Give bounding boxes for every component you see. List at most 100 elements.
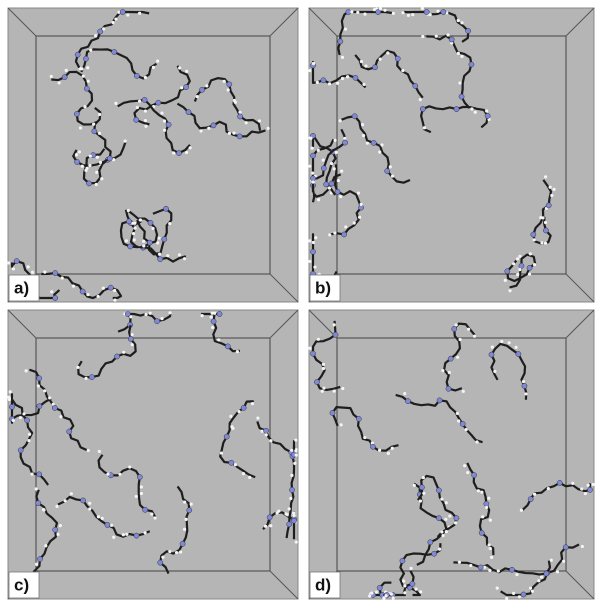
hydrogen-atom [177,253,182,257]
hydrogen-atom [362,82,366,87]
hydrogen-atom [488,568,492,573]
hydrogen-atom [44,544,48,548]
hydrogen-atom [92,122,96,126]
hydrogen-atom [207,126,211,130]
nitrogen-atom [431,550,437,557]
hydrogen-atom [6,261,11,265]
hydrogen-atom [378,7,383,11]
nitrogen-atom [478,530,485,536]
hydrogen-atom [27,438,31,443]
hydrogen-atom [50,290,54,294]
hydrogen-atom [389,592,393,596]
hydrogen-atom [157,252,162,256]
hydrogen-atom [294,453,298,457]
molecule-chain [117,312,172,333]
nitrogen-atom [183,84,189,90]
hydrogen-atom [583,491,587,496]
hydrogen-atom [71,284,76,288]
hydrogen-atom [562,559,566,563]
hydrogen-atom [26,265,30,269]
nitrogen-atom [52,526,59,533]
hydrogen-atom [340,169,344,173]
panel: c) [7,309,299,600]
hydrogen-atom [532,263,537,267]
hydrogen-atom [36,384,40,388]
hydrogen-atom [308,346,312,350]
nitrogen-atom [423,9,430,15]
box-edge [565,7,595,37]
hydrogen-atom [372,8,376,12]
hydrogen-atom [64,68,68,72]
hydrogen-atom [60,276,64,280]
hydrogen-atom [518,267,522,272]
hydrogen-atom [402,579,406,583]
hydrogen-atom [80,67,84,71]
hydrogen-atom [346,75,350,79]
nitrogen-atom [458,93,465,100]
hydrogen-atom [516,272,520,277]
nitrogen-atom [142,506,148,513]
hydrogen-atom [77,150,82,154]
hydrogen-atom [401,68,405,73]
hydrogen-atom [386,451,390,455]
molecule-chain [403,10,470,43]
nitrogen-atom [314,379,320,385]
hydrogen-atom [457,560,462,564]
hydrogen-atom [184,150,189,155]
nitrogen-atom [394,55,401,62]
hydrogen-atom [384,594,388,598]
hydrogen-atom [244,121,248,125]
nitrogen-atom [127,243,134,250]
nitrogen-atom [83,55,89,62]
hydrogen-atom [524,392,528,396]
hydrogen-atom [156,241,160,245]
hydrogen-atom [205,84,209,88]
nitrogen-atom [35,500,42,506]
hydrogen-atom [56,532,60,536]
hydrogen-atom [500,339,504,344]
hydrogen-atom [508,289,512,293]
hydrogen-atom [537,579,541,583]
hydrogen-atom [475,440,479,444]
hydrogen-atom [43,389,47,393]
hydrogen-atom [100,177,104,181]
hydrogen-atom [88,501,92,505]
nitrogen-atom [240,405,247,411]
hydrogen-atom [189,502,193,506]
nitrogen-atom [543,570,550,577]
box-edge [565,273,595,303]
hydrogen-atom [109,523,114,527]
hydrogen-atom [339,423,343,427]
hydrogen-atom [454,323,458,327]
nitrogen-atom [334,188,341,195]
hydrogen-atom [18,416,23,420]
hydrogen-atom [463,464,467,468]
hydrogen-atom [97,131,102,135]
nitrogen-atom [427,539,434,546]
hydrogen-atom [292,511,296,515]
hydrogen-atom [88,163,92,168]
hydrogen-atom [210,311,214,315]
nitrogen-atom [133,532,140,539]
hydrogen-atom [269,439,273,443]
nitrogen-atom [51,405,58,411]
nitrogen-atom [119,9,126,15]
nitrogen-atom [453,515,460,522]
nitrogen-atom [419,106,426,112]
hydrogen-atom [335,81,340,85]
hydrogen-atom [532,238,536,242]
nitrogen-atom [157,559,164,566]
hydrogen-atom [467,327,471,331]
hydrogen-atom [517,595,521,599]
nitrogen-atom [556,480,563,486]
hydrogen-atom [57,81,61,85]
hydrogen-atom [287,507,291,511]
hydrogen-atom [315,80,319,84]
hydrogen-atom [142,244,146,248]
hydrogen-atom [289,496,293,501]
nitrogen-atom [332,332,339,338]
hydrogen-atom [118,472,122,476]
hydrogen-atom [406,13,411,18]
hydrogen-atom [311,240,315,245]
nitrogen-atom [320,77,327,84]
